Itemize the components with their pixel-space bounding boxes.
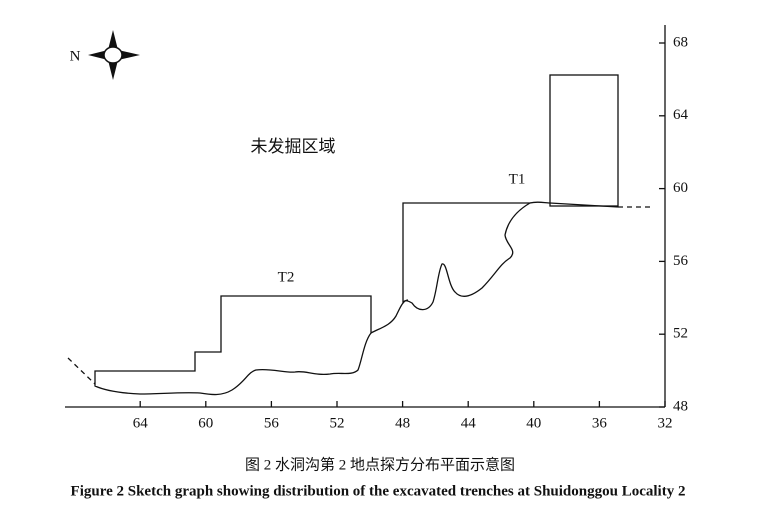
x-tick-label: 56 [264, 415, 280, 431]
trench-grid [94, 295, 372, 396]
boundary [529, 201, 619, 208]
y-tick-label: 48 [673, 398, 688, 414]
compass-label: N [70, 48, 81, 64]
trench-grid [402, 202, 533, 311]
y-tick-label: 64 [673, 107, 689, 123]
x-tick-label: 64 [133, 415, 149, 431]
y-tick-label: 52 [673, 326, 688, 342]
x-tick-label: 44 [461, 415, 477, 431]
trench-grid [549, 74, 619, 207]
trench-label: T1 [509, 171, 526, 187]
boundary [370, 299, 409, 334]
x-tick-label: 32 [658, 415, 673, 431]
region-label: 未发掘区域 [251, 137, 336, 156]
y-tick-label: 56 [673, 253, 689, 269]
y-tick-label: 60 [673, 180, 688, 196]
x-tick-label: 36 [592, 415, 608, 431]
caption: Figure 2 Sketch graph showing distributi… [71, 483, 686, 499]
boundary [67, 357, 96, 385]
compass [88, 30, 140, 80]
trench-label: T2 [278, 269, 295, 285]
y-tick-label: 68 [673, 34, 688, 50]
caption: 图 2 水洞沟第 2 地点探方分布平面示意图 [245, 455, 515, 473]
x-tick-label: 48 [395, 415, 410, 431]
x-tick-label: 52 [330, 415, 345, 431]
x-tick-label: 60 [198, 415, 213, 431]
x-tick-label: 40 [526, 415, 541, 431]
